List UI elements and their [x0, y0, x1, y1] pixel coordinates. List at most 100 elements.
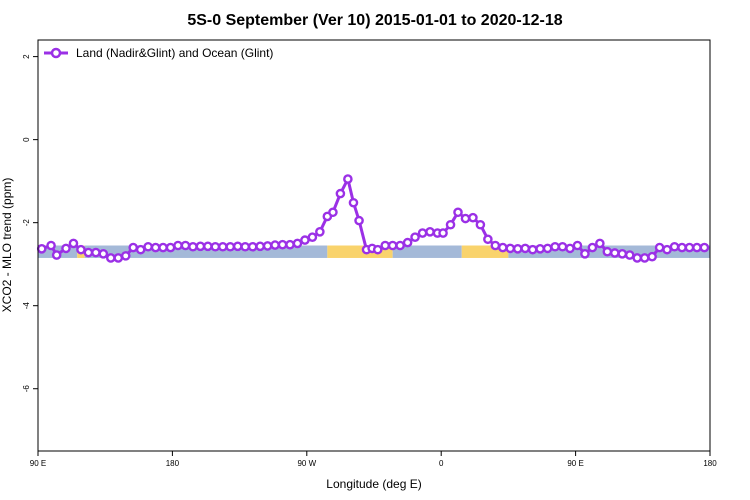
data-point	[692, 242, 702, 253]
data-point	[255, 241, 265, 252]
data-point	[565, 243, 575, 254]
data-point	[535, 244, 545, 254]
data-point	[602, 246, 613, 257]
data-point	[505, 243, 516, 254]
y-tick-label: 2	[22, 54, 31, 59]
data-point	[285, 239, 295, 250]
data-point	[61, 243, 71, 254]
data-point	[150, 242, 161, 253]
data-point	[247, 241, 258, 252]
data-point	[380, 240, 391, 251]
chart-title: 5S-0 September (Ver 10) 2015-01-01 to 20…	[187, 12, 562, 29]
y-axis-ticks: 2 0 -2 -4 -6	[22, 54, 38, 392]
legend: Land (Nadir&Glint) and Ocean (Glint)	[44, 46, 273, 60]
data-point	[490, 240, 501, 251]
data-point	[410, 232, 420, 242]
data-point	[475, 219, 486, 230]
data-point	[483, 234, 493, 245]
data-point	[262, 241, 273, 251]
data-point	[106, 253, 116, 263]
data-point	[300, 235, 310, 245]
data-point	[217, 241, 228, 252]
data-point	[647, 251, 657, 262]
data-point	[572, 240, 583, 251]
data-point	[232, 241, 243, 252]
x-axis-label: Longitude (deg E)	[326, 477, 421, 491]
data-point	[240, 241, 250, 252]
data-point	[46, 240, 56, 251]
plot-frame	[37, 39, 711, 452]
data-point	[425, 226, 435, 237]
y-tick-label: 0	[22, 137, 31, 142]
data-point	[512, 244, 523, 254]
data-point	[527, 244, 538, 255]
data-point	[307, 232, 318, 242]
data-point	[83, 247, 94, 258]
data-point	[51, 250, 62, 260]
data-point	[128, 242, 138, 253]
data-point	[387, 240, 398, 251]
data-point	[158, 242, 168, 253]
data-point	[684, 242, 695, 253]
data-point	[595, 238, 605, 249]
data-point	[669, 241, 680, 252]
band-segment-ocean	[392, 245, 462, 258]
data-point	[610, 248, 620, 258]
data-point	[210, 241, 221, 252]
data-point	[587, 242, 598, 253]
data-point	[173, 240, 183, 251]
data-point	[180, 240, 191, 251]
x-tick-label: 90 E	[567, 459, 583, 468]
data-point	[76, 244, 86, 255]
data-point	[557, 241, 568, 252]
x-axis-ticks: 90 E 180 90 W 0 90 E 180	[30, 451, 717, 468]
data-point	[617, 249, 628, 259]
data-point	[632, 253, 643, 263]
legend-label: Land (Nadir&Glint) and Ocean (Glint)	[76, 46, 273, 60]
data-point	[165, 242, 176, 253]
data-point	[417, 228, 428, 238]
data-point	[354, 215, 364, 226]
data-point	[113, 253, 124, 263]
data-point	[335, 188, 346, 199]
data-point	[195, 241, 206, 252]
data-point	[402, 237, 413, 248]
data-point	[580, 249, 590, 259]
data-point	[677, 242, 687, 253]
data-point	[143, 241, 153, 252]
data-point	[453, 207, 463, 218]
series-layer	[36, 174, 710, 263]
data-point	[542, 243, 553, 254]
data-point	[654, 242, 665, 253]
data-point	[36, 244, 47, 254]
data-point	[348, 197, 359, 208]
y-tick-label: -2	[22, 219, 31, 227]
y-axis-label: XCO2 - MLO trend (ppm)	[0, 178, 14, 313]
data-point	[445, 219, 456, 230]
data-point	[497, 242, 508, 253]
x-tick-label: 180	[703, 459, 717, 468]
data-point	[120, 251, 131, 261]
data-point	[520, 243, 531, 254]
data-point	[624, 250, 635, 260]
data-point	[225, 241, 236, 252]
data-point	[372, 244, 383, 255]
y-tick-label: -6	[22, 385, 31, 393]
x-tick-label: 0	[439, 459, 444, 468]
x-tick-label: 90 E	[30, 459, 46, 468]
data-point	[91, 247, 101, 258]
data-point	[343, 174, 353, 184]
data-point	[315, 226, 325, 237]
data-point	[550, 241, 560, 252]
data-point	[460, 213, 471, 224]
data-point	[639, 253, 650, 263]
data-point	[188, 241, 198, 252]
y-tick-label: -4	[22, 302, 31, 310]
data-point	[68, 238, 79, 249]
data-point	[203, 241, 213, 252]
data-point	[468, 212, 478, 223]
x-tick-label: 180	[166, 459, 180, 468]
data-point	[277, 239, 288, 250]
data-point	[395, 240, 405, 251]
